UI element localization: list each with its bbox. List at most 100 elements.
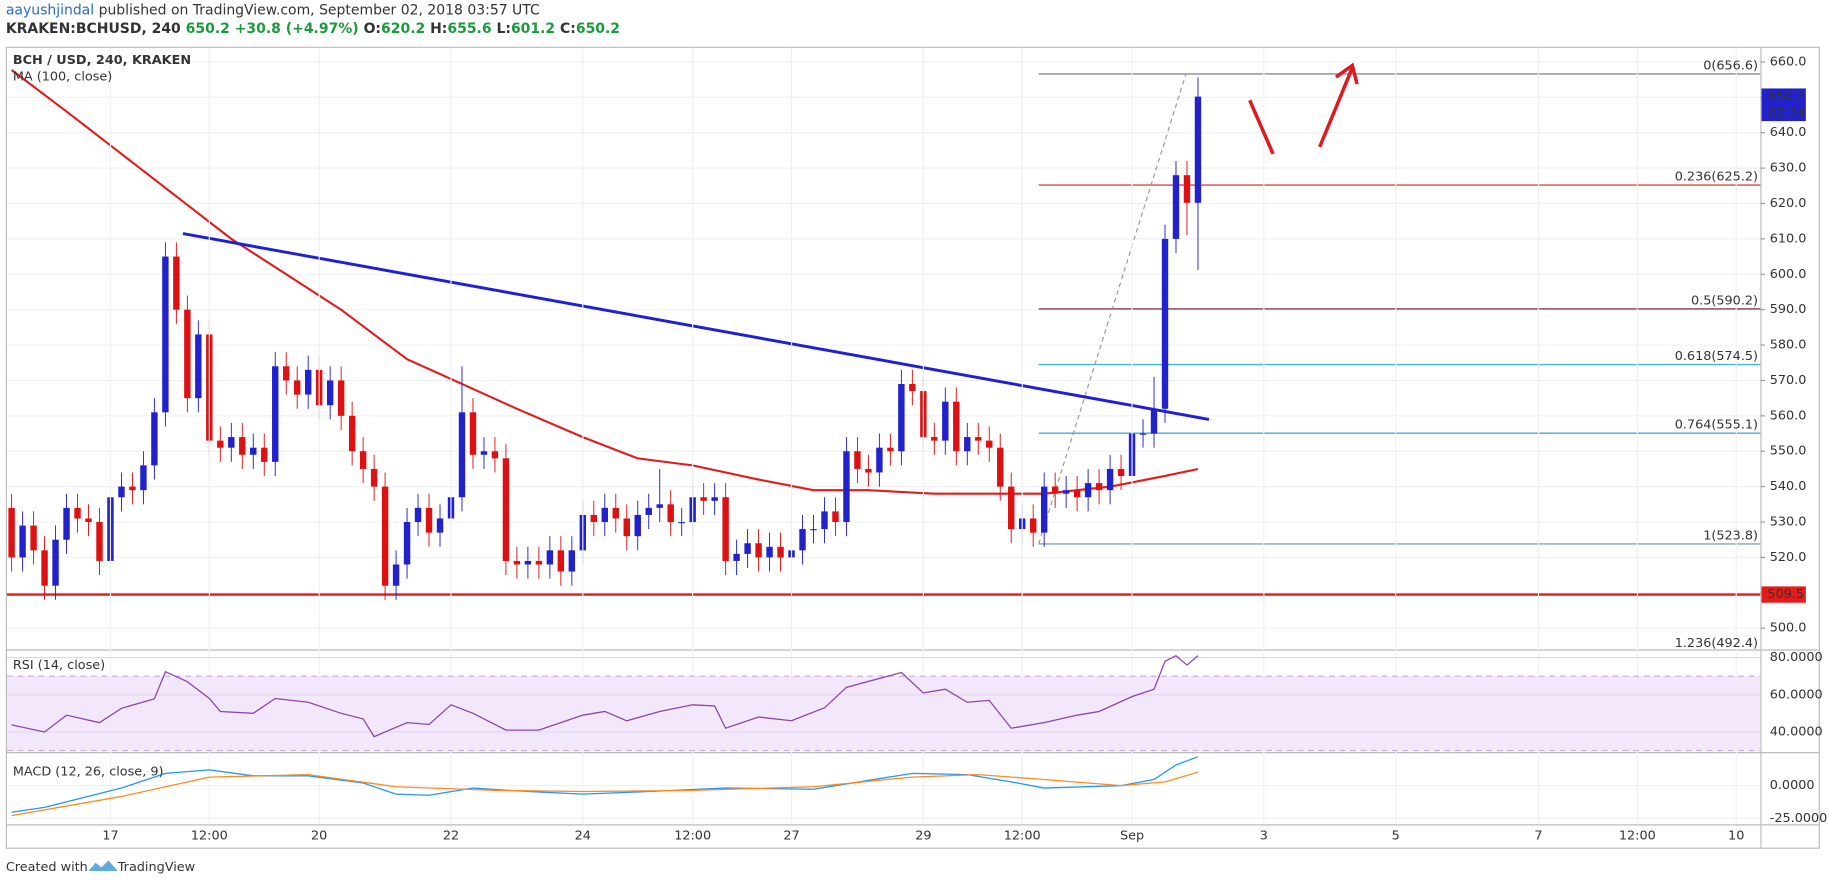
candle-body	[612, 507, 619, 519]
candle-body	[326, 380, 334, 406]
macd-line	[11, 771, 1199, 817]
candle-body	[458, 412, 466, 498]
candle-body	[645, 507, 652, 515]
candle-body	[480, 451, 488, 455]
fib-label: 0(656.6)	[1703, 58, 1758, 73]
candle-body	[1084, 483, 1092, 498]
rsi-band	[6, 676, 1761, 751]
candle-body	[162, 256, 169, 413]
ohlc-key: C:	[560, 21, 576, 37]
footer-created: Created with	[6, 860, 88, 875]
x-tick-label: 27	[783, 828, 799, 843]
candle-body	[1139, 433, 1147, 435]
y-tick-label: 550.0	[1770, 444, 1807, 459]
candle-body	[744, 543, 751, 554]
candle-body	[755, 543, 762, 558]
candle-body	[953, 401, 960, 452]
fib-label: 0.5(590.2)	[1691, 293, 1758, 308]
candle-body	[118, 486, 125, 498]
candle-body	[63, 507, 70, 540]
x-tick-label: 7	[1534, 828, 1542, 843]
candle-body	[370, 468, 378, 487]
candle-body	[1150, 408, 1158, 434]
candle-body	[425, 507, 433, 533]
candle-body	[1008, 486, 1015, 530]
y-tick-label: 630.0	[1770, 161, 1807, 176]
x-tick-label: 24	[575, 828, 591, 843]
candle-body	[656, 504, 663, 508]
candle-body	[74, 507, 81, 519]
main-legend: BCH / USD, 240, KRAKEN	[13, 53, 191, 68]
support-tag	[1761, 586, 1806, 603]
footer-brand[interactable]: TradingView	[117, 860, 195, 875]
candle-body	[898, 383, 905, 452]
candle-body	[887, 447, 894, 452]
candle-body	[865, 468, 872, 473]
candle-body	[19, 525, 26, 558]
candle-body	[195, 334, 202, 399]
support-tag-label: 509.5	[1767, 587, 1804, 602]
candle-body	[1183, 175, 1191, 203]
rsi-line	[11, 654, 1199, 738]
candle-body	[942, 401, 949, 441]
candle-body	[261, 447, 268, 462]
macd-tick-label: -25.0000	[1770, 811, 1828, 826]
candle-body	[184, 309, 191, 399]
candle-body	[491, 451, 499, 459]
candle-body	[1172, 175, 1180, 239]
author[interactable]: aayushjindal	[6, 3, 94, 19]
candle-body	[414, 507, 422, 523]
candle-body	[667, 504, 674, 523]
arrow-up	[1318, 62, 1359, 148]
fib-label: 1(523.8)	[1703, 528, 1758, 543]
candle-body	[436, 518, 444, 533]
candle-body	[1161, 238, 1169, 409]
candle-body	[392, 564, 400, 586]
candle-body	[590, 514, 598, 523]
candle-body	[766, 546, 773, 558]
rsi-tick-label: 80.0000	[1770, 650, 1823, 665]
candle-body	[52, 539, 59, 586]
rsi-tick-label: 40.0000	[1770, 724, 1823, 739]
ohlc-key: O:	[364, 21, 381, 37]
ma-line	[11, 69, 1199, 495]
candle-body	[986, 440, 993, 448]
candle-body	[1117, 468, 1125, 477]
plot: 17 12:00 20 22 24 12:00 27 29 12:00 Sep 3 5 7 12:00 10…	[6, 47, 1828, 843]
x-tick-label: 12:00	[191, 828, 228, 843]
y-tick-label: 590.0	[1770, 302, 1807, 317]
y-tick-label: 620.0	[1770, 196, 1807, 211]
candle-body	[513, 560, 521, 565]
candle-body	[1095, 483, 1103, 491]
candle-body	[239, 437, 246, 455]
candle-body	[678, 522, 685, 524]
candle-body	[821, 511, 828, 530]
candle-body	[557, 550, 565, 572]
x-tick-label: 12:00	[1619, 828, 1656, 843]
candle-body	[568, 550, 576, 572]
candle-body	[1073, 490, 1081, 498]
candle-body	[217, 440, 224, 448]
candle-body	[876, 447, 883, 473]
candle-body	[1194, 96, 1202, 203]
frame	[5, 46, 1820, 849]
published: published on TradingView.com, September …	[99, 3, 540, 19]
candle-body	[250, 447, 257, 455]
x-tick-label: 20	[311, 828, 327, 843]
candle-body	[283, 366, 290, 381]
macd-tick-label: 0.0000	[1770, 778, 1815, 793]
y-tick-label: 600.0	[1770, 267, 1807, 282]
fib-label: 0.236(625.2)	[1675, 169, 1758, 184]
candle-body	[546, 550, 554, 565]
x-tick-label: 22	[443, 828, 459, 843]
x-tick-label: 12:00	[1004, 828, 1041, 843]
candle-body	[151, 412, 158, 466]
candle-body	[832, 511, 839, 523]
candle-body	[359, 451, 367, 469]
ohlc-value: 620.2	[381, 21, 425, 37]
candle-body	[1106, 468, 1114, 491]
ohlc-value: 655.6	[447, 21, 491, 37]
arrow-down-stroke	[1248, 99, 1275, 155]
